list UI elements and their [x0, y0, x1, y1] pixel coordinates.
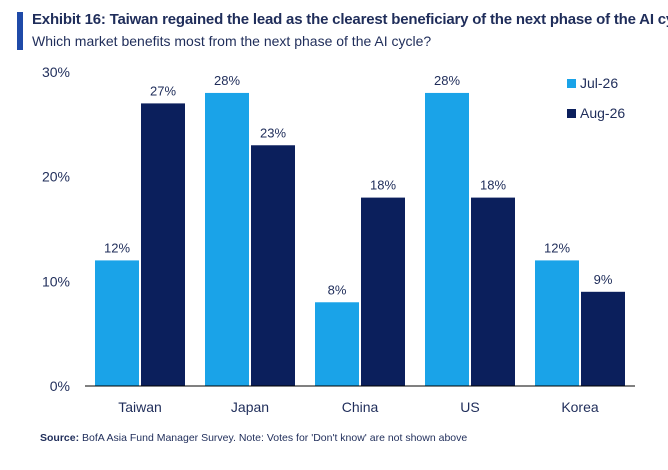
- legend-label: Aug-26: [580, 105, 625, 121]
- y-tick-label: 30%: [42, 64, 70, 80]
- chart-subtitle: Which market benefits most from the next…: [32, 33, 432, 49]
- bar-jul-26-us: [425, 92, 469, 386]
- data-label: 28%: [214, 73, 240, 88]
- bar-jul-26-taiwan: [95, 260, 139, 386]
- bar-aug-26-taiwan: [141, 103, 185, 387]
- bar-aug-26-us: [471, 197, 515, 386]
- data-label: 9%: [594, 272, 613, 287]
- bar-aug-26-japan: [251, 145, 295, 386]
- x-tick-label: Japan: [231, 399, 269, 415]
- data-label: 8%: [328, 282, 347, 297]
- data-label: 28%: [434, 73, 460, 88]
- y-tick-label: 0%: [50, 378, 70, 394]
- source-note: Source: BofA Asia Fund Manager Survey. N…: [40, 432, 467, 444]
- legend-label: Jul-26: [580, 75, 618, 91]
- data-label: 12%: [104, 240, 130, 255]
- y-tick-label: 10%: [42, 273, 70, 289]
- data-label: 23%: [260, 125, 286, 140]
- y-tick-label: 20%: [42, 169, 70, 185]
- data-label: 12%: [544, 240, 570, 255]
- bar-aug-26-korea: [581, 291, 625, 386]
- data-label: 18%: [370, 178, 396, 193]
- data-label: 27%: [150, 83, 176, 98]
- title-accent-bar: [17, 12, 23, 50]
- bar-jul-26-korea: [535, 260, 579, 386]
- bar-jul-26-japan: [205, 92, 249, 386]
- chart-title: Exhibit 16: Taiwan regained the lead as …: [32, 11, 668, 28]
- data-label: 18%: [480, 178, 506, 193]
- legend-swatch-jul-26: [567, 79, 576, 88]
- source-text: BofA Asia Fund Manager Survey. Note: Vot…: [79, 432, 468, 444]
- x-tick-label: Taiwan: [118, 399, 162, 415]
- bar-aug-26-china: [361, 197, 405, 386]
- bar-jul-26-china: [315, 302, 359, 386]
- legend-swatch-aug-26: [567, 109, 576, 118]
- bar-chart: 0% 10% 20% 30% 12% 27% Taiwan 28% 23% Japan 8% 18% C…: [42, 64, 635, 415]
- x-tick-label: Korea: [561, 399, 599, 415]
- source-label: Source:: [40, 432, 80, 444]
- x-tick-label: China: [342, 399, 379, 415]
- x-tick-label: US: [460, 399, 479, 415]
